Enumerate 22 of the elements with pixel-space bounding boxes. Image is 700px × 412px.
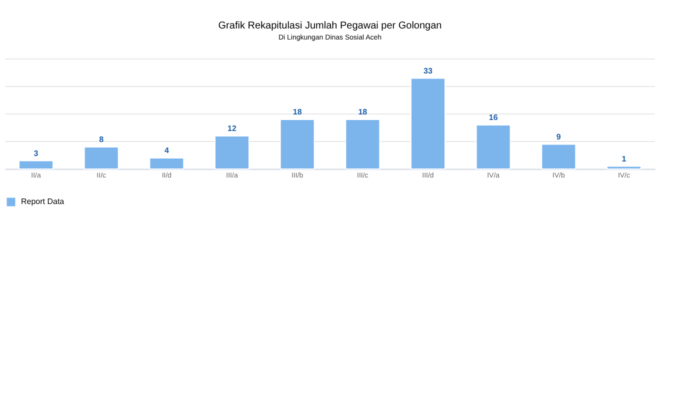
bar [280,119,315,170]
bar [476,124,511,170]
data-label: 33 [424,66,433,76]
legend-label: Report Data [21,197,65,206]
data-label: 3 [34,148,39,158]
data-label: 12 [228,124,238,133]
bar [18,160,54,170]
bar [541,144,576,170]
bar [149,158,184,170]
bar [84,146,119,170]
data-label: 16 [488,113,498,122]
bar [606,166,642,170]
chart-title: Grafik Rekapitulasi Jumlah Pegawai per Golongan [218,20,442,32]
data-label: 4 [164,146,170,155]
bar [214,136,250,170]
data-label: 9 [556,132,562,142]
bar [345,119,380,170]
data-label: 8 [99,135,104,144]
data-label: 18 [292,108,302,116]
data-label: 1 [622,154,627,164]
data-label: 18 [358,108,368,116]
bar [410,78,446,170]
